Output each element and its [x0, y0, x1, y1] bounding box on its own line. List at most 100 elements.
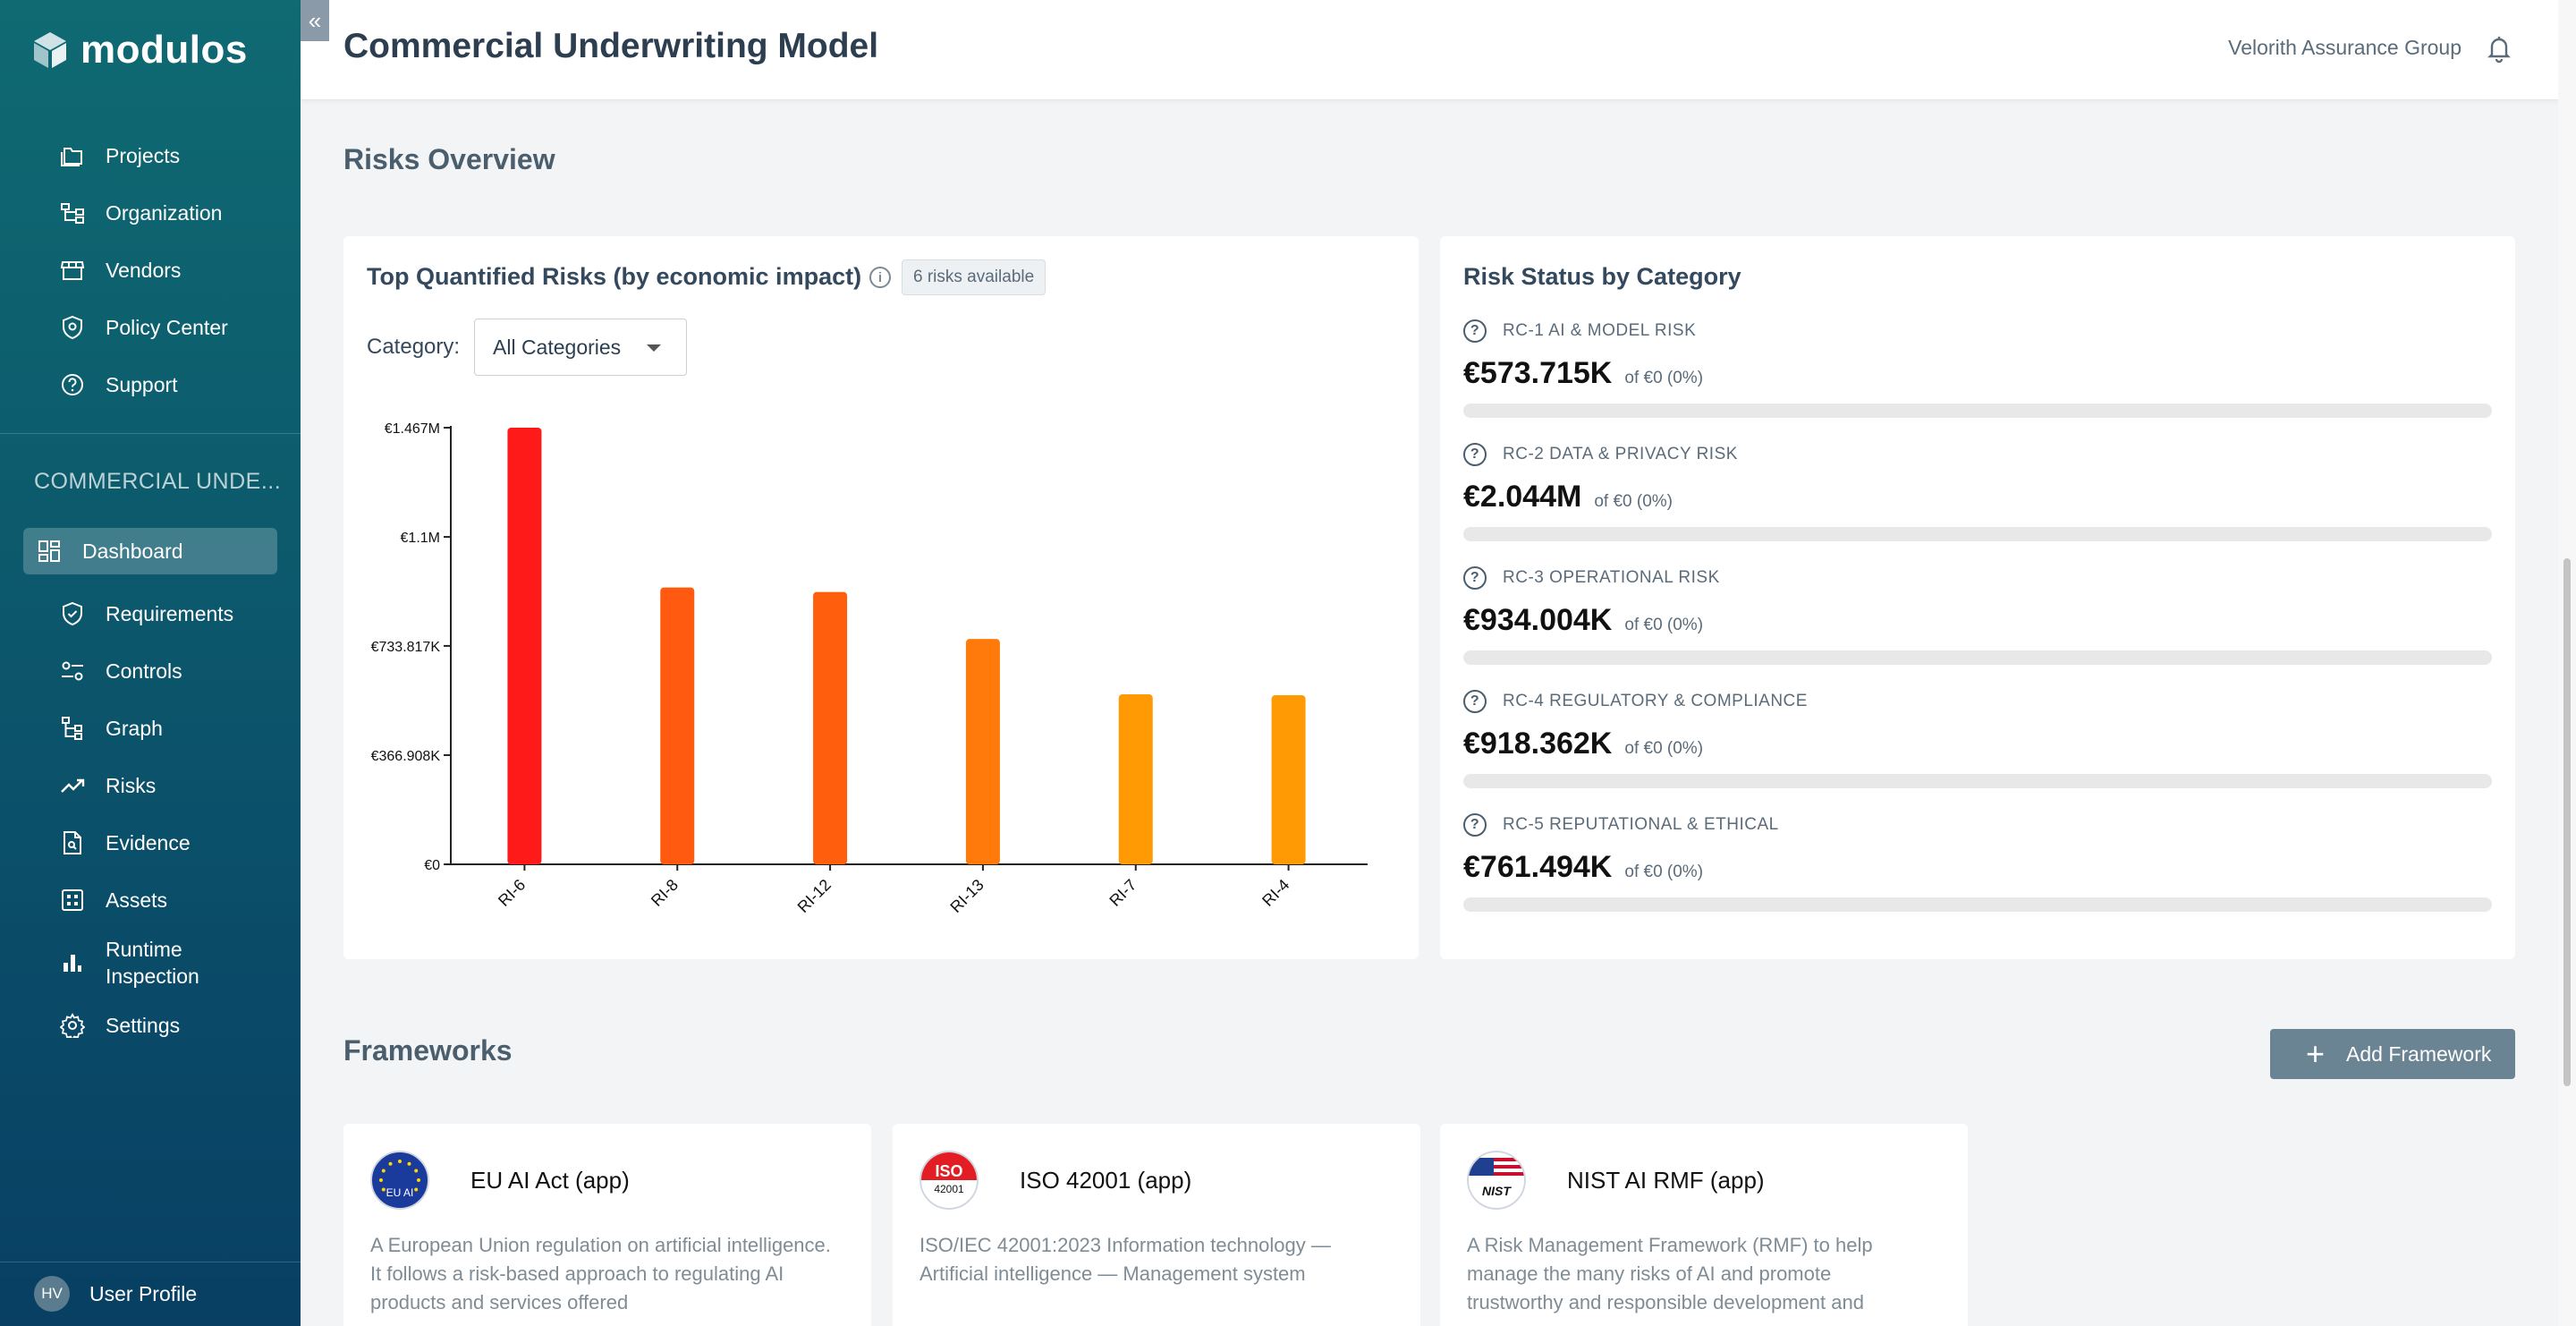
risk-category-item: ? RC-2 DATA & PRIVACY RISK €2.044M of €0 (…: [1463, 442, 2492, 541]
sidebar-item-label: Organization: [106, 200, 223, 225]
top-header: Commercial Underwriting Model Velorith A…: [301, 0, 2558, 100]
sidebar-item-label: Controls: [106, 659, 182, 683]
risk-category-label: RC-4 REGULATORY & COMPLIANCE: [1503, 692, 1808, 710]
y-tick-label: €1.467M: [385, 421, 440, 437]
risk-category-sub: of €0 (0%): [1624, 863, 1704, 881]
controls-icon: [59, 658, 86, 684]
y-tick-label: €733.817K: [371, 640, 441, 655]
help-icon[interactable]: ?: [1463, 443, 1487, 466]
bell-icon[interactable]: [2483, 32, 2515, 64]
help-icon[interactable]: ?: [1463, 319, 1487, 343]
category-select-value: All Categories: [493, 335, 622, 359]
help-icon: [59, 371, 86, 398]
sidebar-item-requirements[interactable]: Requirements: [23, 585, 277, 642]
risk-category-label: RC-2 DATA & PRIVACY RISK: [1503, 445, 1738, 463]
project-section-label: COMMERCIAL UNDE...: [34, 469, 282, 494]
page-title: Commercial Underwriting Model: [343, 27, 879, 65]
risk-progress-bar: [1463, 527, 2492, 541]
sidebar-item-label: Settings: [106, 1013, 181, 1037]
risk-progress-bar: [1463, 774, 2492, 788]
risk-category-sub: of €0 (0%): [1624, 616, 1704, 634]
top-risks-title: Top Quantified Risks (by economic impact…: [367, 263, 862, 290]
sidebar-item-policy-center[interactable]: Policy Center: [23, 299, 277, 356]
sidebar-item-label: Runtime Inspection: [106, 938, 199, 988]
risk-category-value: €2.044M: [1463, 480, 1582, 514]
sidebar-item-assets[interactable]: Assets: [23, 871, 277, 929]
sidebar-item-risks[interactable]: Risks: [23, 757, 277, 814]
framework-name: NIST AI RMF (app): [1567, 1167, 1765, 1194]
sidebar-item-settings[interactable]: Settings: [23, 997, 277, 1054]
caret-down-icon: [647, 344, 661, 352]
x-tick-label: RI-6: [495, 876, 529, 910]
fw-logo-text: NIST: [1482, 1184, 1512, 1198]
bar-ri-6: [507, 428, 542, 864]
double-chevron-left-icon: «: [308, 6, 322, 34]
organization-name[interactable]: Velorith Assurance Group: [2228, 36, 2462, 59]
document-icon: [59, 829, 86, 856]
sidebar-item-graph[interactable]: Graph: [23, 700, 277, 757]
risk-category-label: RC-1 AI & MODEL RISK: [1503, 321, 1697, 340]
risk-progress-bar: [1463, 650, 2492, 665]
sidebar-item-evidence[interactable]: Evidence: [23, 814, 277, 871]
info-icon[interactable]: i: [869, 267, 891, 288]
bar-ri-7: [1118, 694, 1153, 864]
sidebar-item-dashboard[interactable]: Dashboard: [23, 528, 277, 574]
scrollbar-thumb[interactable]: [2563, 558, 2571, 1086]
sidebar-item-label: Projects: [106, 143, 181, 167]
risk-category-item: ? RC-3 OPERATIONAL RISK €934.004K of €0 (0…: [1463, 565, 2492, 665]
help-icon[interactable]: ?: [1463, 813, 1487, 837]
risk-category-value: €573.715K: [1463, 356, 1613, 390]
collapse-sidebar-button[interactable]: «: [301, 0, 329, 41]
help-icon[interactable]: ?: [1463, 566, 1487, 590]
iso-logo-icon: ISO 42001: [919, 1151, 979, 1210]
sidebar-item-label: Assets: [106, 888, 168, 912]
user-profile-link[interactable]: HV User Profile: [34, 1276, 197, 1312]
sidebar-divider: [0, 433, 301, 434]
risk-category-label: RC-3 OPERATIONAL RISK: [1503, 568, 1720, 587]
sidebar-item-vendors[interactable]: Vendors: [23, 242, 277, 299]
add-framework-label: Add Framework: [2346, 1041, 2492, 1066]
framework-description: A Risk Management Framework (RMF) to hel…: [1467, 1234, 1873, 1313]
org-chart-icon: [59, 200, 86, 226]
help-icon[interactable]: ?: [1463, 690, 1487, 713]
sidebar-item-label: Policy Center: [106, 315, 228, 339]
gear-icon: [59, 1012, 86, 1039]
sidebar-item-label: Evidence: [106, 830, 191, 854]
framework-description: ISO/IEC 42001:2023 Information technolog…: [919, 1234, 1331, 1285]
sidebar-item-support[interactable]: Support: [23, 356, 277, 413]
risk-category-item: ? RC-1 AI & MODEL RISK €573.715K of €0 (0%…: [1463, 319, 2492, 418]
sidebar-item-runtime-inspection[interactable]: Runtime Inspection: [23, 929, 277, 997]
sidebar-item-controls[interactable]: Controls: [23, 642, 277, 700]
requirements-icon: [59, 600, 86, 627]
framework-card-nist-ai-rmf[interactable]: NIST NIST AI RMF (app) A Risk Management…: [1440, 1124, 1968, 1326]
bar-ri-13: [965, 639, 1000, 864]
logo-mark-icon: [32, 30, 68, 70]
add-framework-button[interactable]: + Add Framework: [2270, 1029, 2515, 1079]
x-tick-label: RI-4: [1258, 876, 1292, 910]
category-select[interactable]: All Categories: [474, 319, 687, 376]
risk-category-value: €918.362K: [1463, 727, 1613, 761]
bar-ri-8: [660, 587, 695, 864]
project-nav: Dashboard Requirements Controls Graph Ri…: [0, 528, 301, 1054]
shield-icon: [59, 314, 86, 341]
sidebar-item-label: Risks: [106, 773, 157, 797]
bar-chart-icon: [59, 949, 86, 976]
risk-category-value: €761.494K: [1463, 850, 1613, 884]
x-tick-label: RI-8: [648, 876, 682, 910]
framework-card-iso-42001[interactable]: ISO 42001 ISO 42001 (app) ISO/IEC 42001:…: [893, 1124, 1420, 1326]
store-icon: [59, 257, 86, 284]
app-logo[interactable]: modulos: [32, 25, 248, 75]
framework-card-eu-ai-act[interactable]: EU AI EU AI Act (app) A European Union r…: [343, 1124, 871, 1326]
sidebar-item-label: Graph: [106, 716, 163, 740]
sidebar-item-projects[interactable]: Projects: [23, 127, 277, 184]
risk-category-value: €934.004K: [1463, 603, 1613, 637]
risk-category-item: ? RC-5 REPUTATIONAL & ETHICAL €761.494K of…: [1463, 812, 2492, 912]
us-flag-icon: NIST: [1467, 1151, 1526, 1210]
logo-text: modulos: [80, 28, 248, 72]
bar-ri-12: [813, 591, 848, 864]
frameworks-title: Frameworks: [343, 1034, 513, 1067]
eu-flag-icon: EU AI: [370, 1151, 429, 1210]
framework-name: ISO 42001 (app): [1020, 1167, 1192, 1194]
risk-status-card: Risk Status by Category ? RC-1 AI & MODEL…: [1440, 236, 2515, 959]
sidebar-item-organization[interactable]: Organization: [23, 184, 277, 242]
